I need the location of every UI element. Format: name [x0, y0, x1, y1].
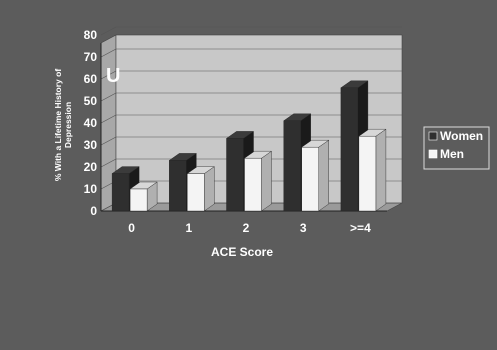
y-tick-label: 50 [84, 94, 98, 108]
bar-men-2 [243, 150, 273, 212]
bar-front [111, 173, 130, 212]
bar-front [169, 160, 187, 212]
legend-label-men: Men [440, 147, 464, 161]
gridline-side [100, 114, 117, 124]
x-tick-label: 1 [185, 221, 192, 235]
y-tick-label: 40 [84, 116, 98, 130]
legend: Women Men [423, 126, 490, 170]
bar-men-0 [129, 181, 158, 212]
bar-side [204, 166, 215, 212]
bar-front [283, 120, 301, 212]
bar-men-3 [301, 139, 330, 212]
bars [111, 80, 387, 212]
y-axis-title-line-2: Depression [63, 102, 73, 148]
y-axis-ticks: 0 10 20 30 40 50 60 70 80 [84, 28, 98, 218]
obscured-title-fragment-left: U [106, 65, 120, 87]
x-tick-label: >=4 [350, 221, 371, 235]
bar-side [318, 139, 329, 212]
legend-swatch-men [428, 149, 438, 159]
x-axis-title: ACE Score [211, 245, 273, 259]
gridline-side [100, 70, 117, 80]
bar-front [244, 157, 262, 212]
y-tick-label: 70 [84, 50, 98, 64]
bar-front [187, 173, 205, 212]
y-tick-label: 60 [84, 72, 98, 86]
bar-front [358, 135, 377, 212]
y-tick-label: 0 [90, 204, 97, 218]
obscured-title-fragment-right [394, 65, 400, 87]
x-tick-label: 0 [128, 221, 135, 235]
x-axis-ticks: 0 1 2 3 >=4 [128, 221, 371, 235]
bar-front [226, 138, 244, 212]
y-tick-label: 20 [84, 160, 98, 174]
gridline-side [100, 26, 117, 36]
bar-men-1 [186, 166, 215, 212]
gridline-side [100, 136, 117, 146]
y-axis-title-line-1: % With a Lifetime History of [53, 69, 63, 181]
bar-front [340, 87, 359, 212]
x-tick-label: 2 [243, 221, 250, 235]
gridline-side [100, 158, 117, 168]
legend-label-women: Women [440, 129, 483, 143]
gridline-side [100, 48, 117, 58]
bar-men-4 [358, 128, 387, 212]
bar-front [129, 188, 148, 212]
y-tick-label: 30 [84, 138, 98, 152]
gridline-side [100, 92, 117, 102]
bar-front [301, 146, 319, 212]
legend-swatch-women [428, 131, 438, 141]
y-tick-label: 10 [84, 182, 98, 196]
x-tick-label: 3 [300, 221, 307, 235]
y-tick-label: 80 [84, 28, 98, 42]
bar-side [261, 150, 272, 212]
y-axis-title: % With a Lifetime History of Depression [53, 69, 73, 181]
bar-side [375, 128, 387, 212]
